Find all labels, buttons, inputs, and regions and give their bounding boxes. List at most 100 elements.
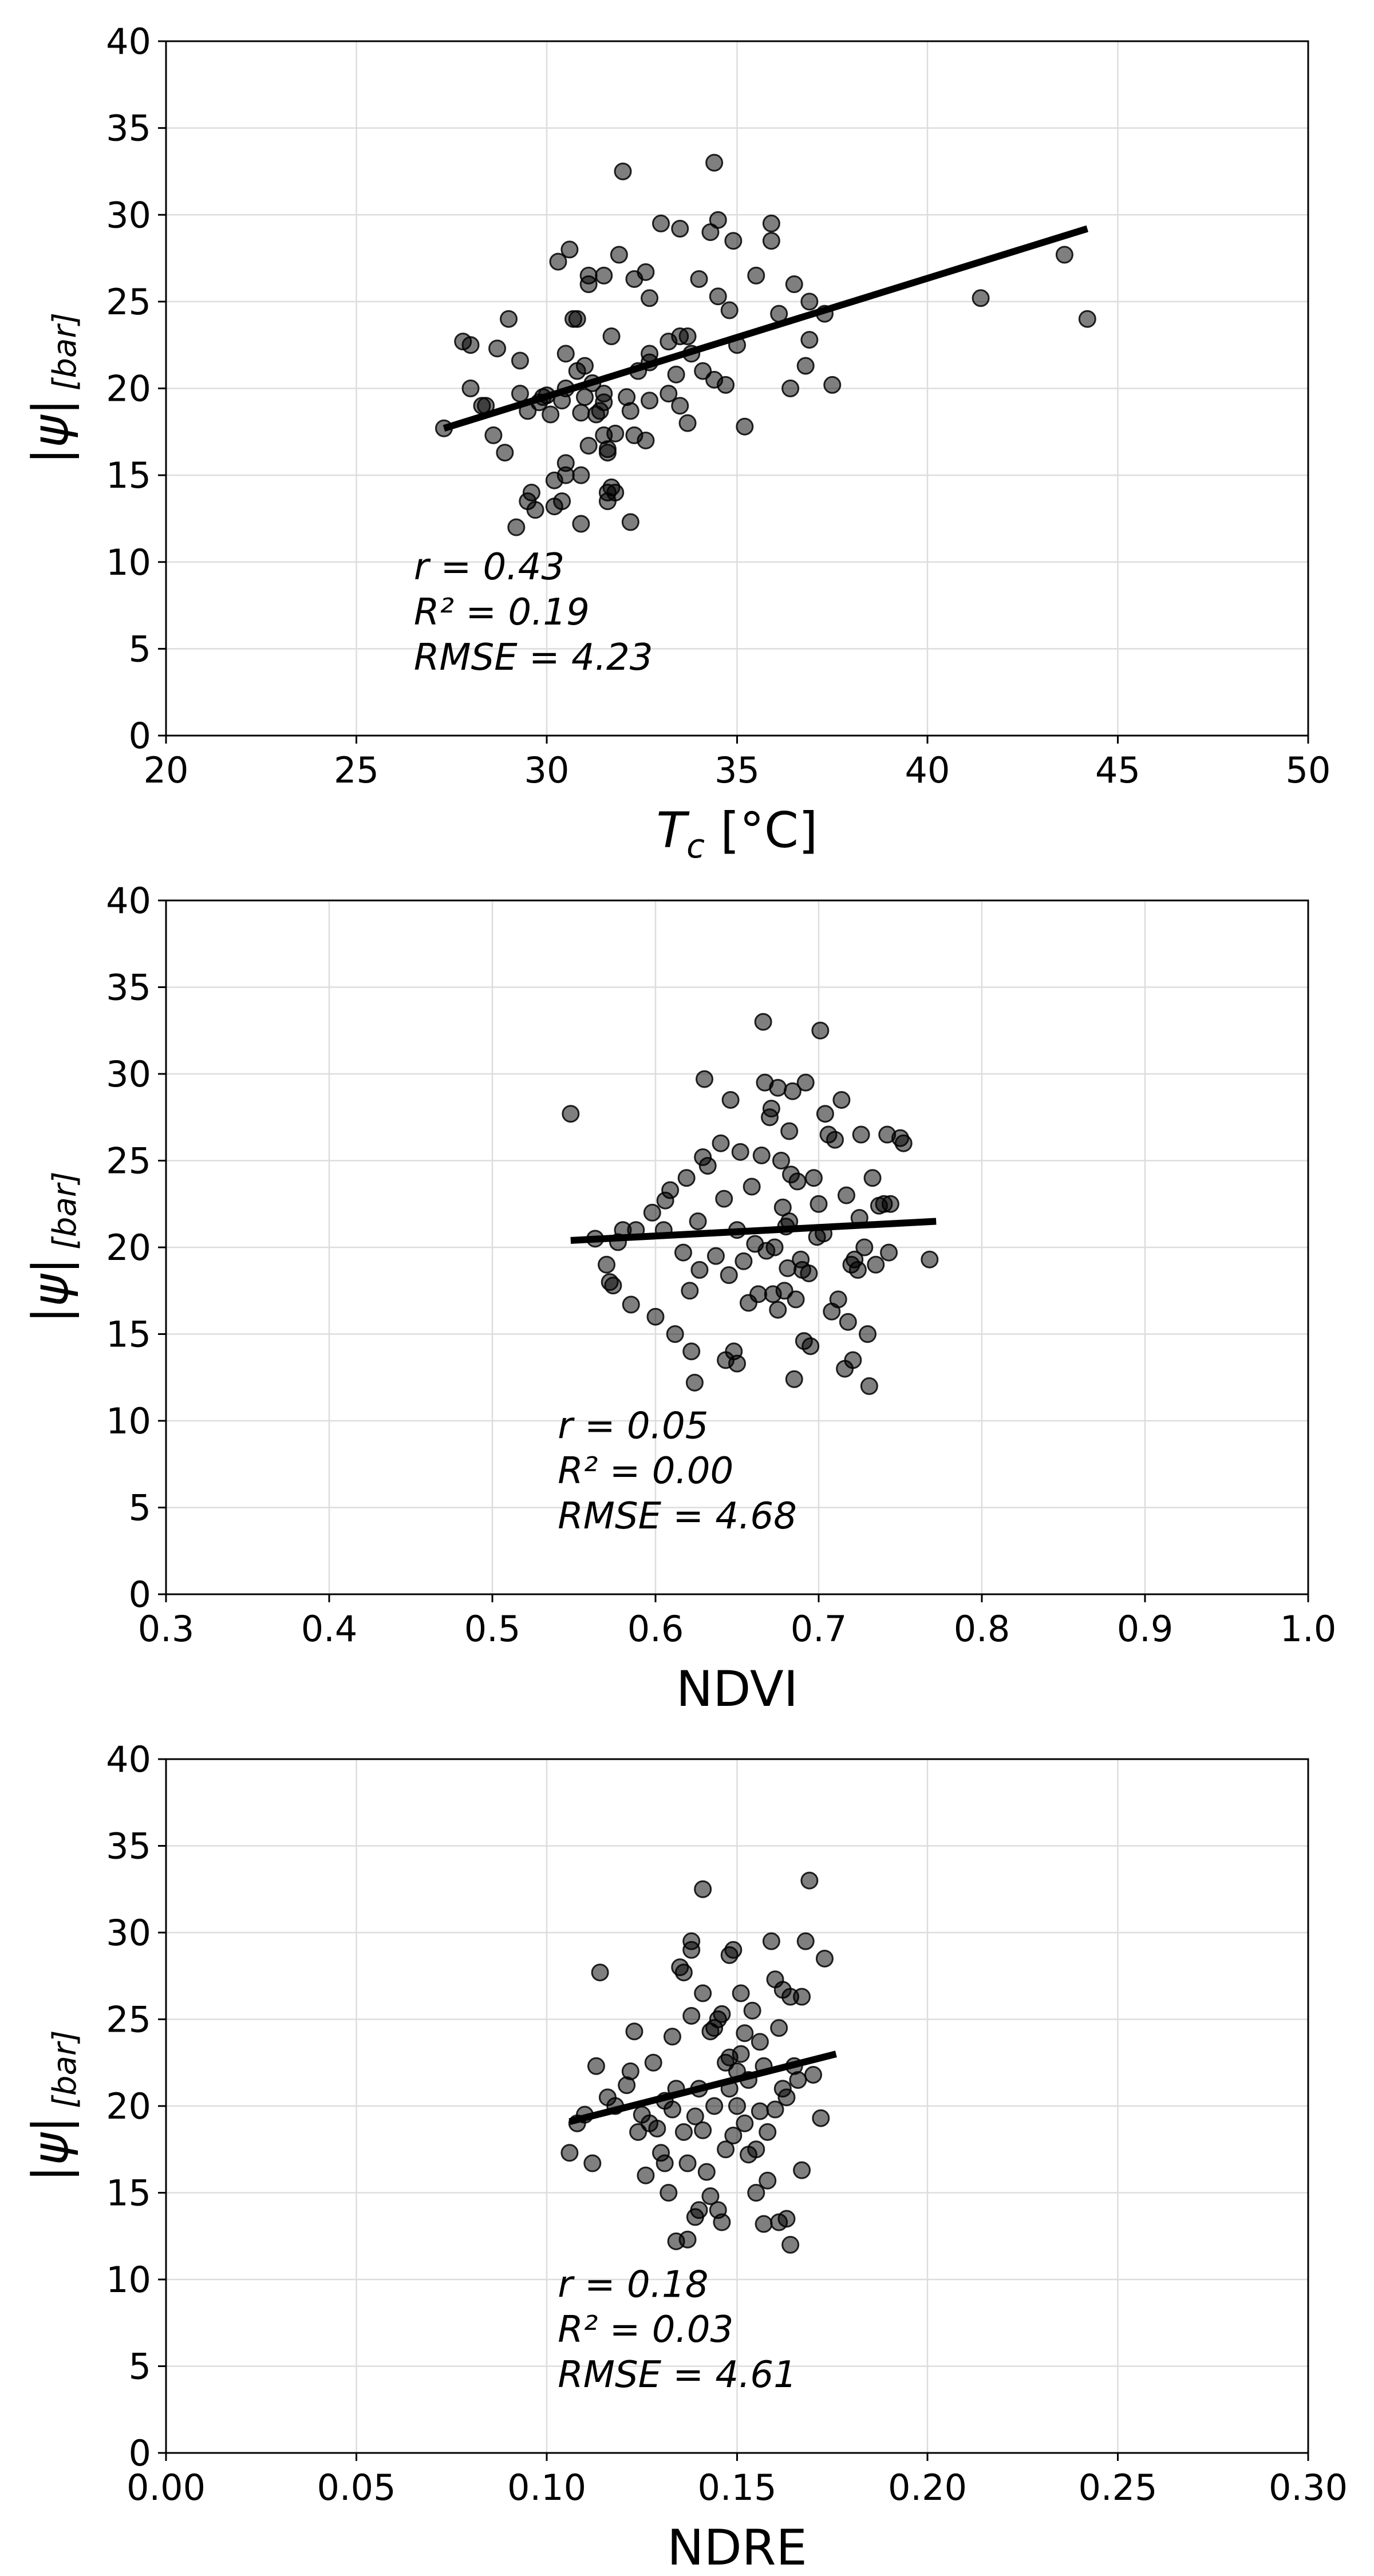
scatter-point <box>709 287 727 306</box>
y-tick-label: 15 <box>106 2172 151 2214</box>
scatter-points <box>435 153 1096 536</box>
x-tick-label: 30 <box>524 749 570 791</box>
scatter-point <box>881 1195 899 1213</box>
scatter-point <box>766 2100 784 2119</box>
x-axis-title-unit: [°C] <box>705 802 818 859</box>
scatter-point <box>674 1963 693 1982</box>
scatter-point <box>823 376 842 394</box>
scatter-point <box>1055 246 1073 264</box>
y-axis-title-main: |ψ| <box>22 1258 80 1323</box>
scatter-point <box>549 252 567 271</box>
scatter-point <box>796 1073 815 1092</box>
x-tick-label: 0.8 <box>954 1608 1010 1650</box>
axis-ticks <box>158 40 1309 744</box>
scatter-point <box>579 266 598 285</box>
scatter-point <box>810 1195 828 1213</box>
scatter-point <box>461 380 480 397</box>
scatter-point <box>759 2171 777 2190</box>
stat-r2: R² = 0.19 <box>414 591 590 634</box>
scatter-point <box>829 1290 847 1309</box>
scatter-point <box>643 1203 661 1222</box>
scatter-point <box>721 1091 740 1109</box>
y-tick-label: 5 <box>129 1487 151 1529</box>
scatter-point <box>736 2024 754 2042</box>
scatter-point <box>780 1122 799 1140</box>
scatter-point <box>800 1871 819 1890</box>
scatter-points <box>560 1871 834 2254</box>
scatter-point <box>674 2123 693 2141</box>
scatter-point <box>762 1100 780 1118</box>
scatter-point <box>785 1370 803 1388</box>
y-tick-label: 40 <box>106 1739 151 1780</box>
scatter-point <box>488 339 507 358</box>
y-tick-label: 35 <box>106 108 151 149</box>
scatter-point <box>732 1984 750 2002</box>
scatter-point <box>772 1152 790 1170</box>
scatter-point <box>800 293 819 311</box>
scatter-point <box>572 466 590 484</box>
y-tick-label: 0 <box>129 715 151 757</box>
axis-ticks <box>158 1758 1309 2461</box>
stat-rmse: RMSE = 4.68 <box>558 1495 797 1538</box>
y-tick-label: 40 <box>106 880 151 922</box>
y-tick-label: 0 <box>129 1574 151 1615</box>
y-tick-label: 30 <box>106 194 151 236</box>
scatter-point <box>694 1880 712 1898</box>
scatter-point <box>867 1255 885 1274</box>
scatter-point <box>852 1125 870 1144</box>
regression-line <box>570 1218 937 1244</box>
panel-ndre: 0.00 0.05 0.10 0.15 0.20 0.25 0.30 0 5 10 15 20 25 30… <box>22 1739 1348 2576</box>
x-tick-label: 0.00 <box>127 2467 206 2508</box>
x-tick-label: 1.0 <box>1280 1608 1337 1650</box>
scatter-point <box>802 1337 820 1356</box>
scatter-point <box>762 1932 780 1950</box>
scatter-point <box>717 2140 735 2159</box>
scatter-point <box>793 1988 811 2006</box>
x-tick-label: 0.7 <box>791 1608 847 1650</box>
scatter-point <box>696 1070 713 1088</box>
y-axis-title: |ψ| [bar] <box>22 313 84 464</box>
scatter-point <box>690 2201 708 2219</box>
scatter-point <box>496 444 514 462</box>
scatter-point <box>602 327 621 346</box>
scatter-point <box>500 310 518 328</box>
stat-r2: R² = 0.03 <box>558 2309 733 2351</box>
scatter-point <box>752 1146 771 1164</box>
scatter-point <box>736 2114 754 2132</box>
scatter-point <box>694 2121 712 2139</box>
scatter-point <box>690 270 708 288</box>
scatter-point <box>777 2210 796 2228</box>
scatter-point <box>731 1143 749 1161</box>
scatter-point <box>621 402 639 420</box>
scatter-point <box>682 2006 701 2025</box>
x-tick-label: 50 <box>1286 749 1331 791</box>
grid <box>165 899 1309 1595</box>
scatter-point <box>568 310 586 328</box>
scatter-point <box>641 392 659 410</box>
scatter-point <box>656 2154 674 2172</box>
scatter-point <box>735 1252 753 1270</box>
scatter-point <box>667 365 685 384</box>
scatter-point <box>690 1261 709 1279</box>
y-tick-label: 5 <box>129 628 151 670</box>
scatter-point <box>674 1243 692 1262</box>
x-tick-label: 0.9 <box>1117 1608 1174 1650</box>
scatter-point <box>859 1325 876 1343</box>
scatter-point <box>783 1082 802 1100</box>
x-tick-label: 35 <box>714 749 760 791</box>
y-tick-label: 30 <box>106 1053 151 1095</box>
scatter-point <box>614 162 632 180</box>
scatter-point <box>747 2184 765 2202</box>
scatter-point <box>562 1105 580 1123</box>
scatter-point <box>621 513 639 531</box>
scatter-point <box>511 351 529 370</box>
tick-labels: 0.3 0.4 0.5 0.6 0.7 0.8 0.9 1.0 0 5 10 15 20 25 30 35 40 <box>106 880 1336 1650</box>
scatter-point <box>855 1238 874 1257</box>
y-tick-label: 35 <box>106 967 151 1009</box>
x-tick-label: 0.30 <box>1269 2467 1348 2508</box>
scatter-point <box>793 2161 811 2179</box>
y-axis-title: |ψ| [bar] <box>22 2030 84 2182</box>
scatter-point <box>648 2119 666 2138</box>
scatter-point <box>921 1250 939 1269</box>
scatter-point <box>686 2107 704 2125</box>
